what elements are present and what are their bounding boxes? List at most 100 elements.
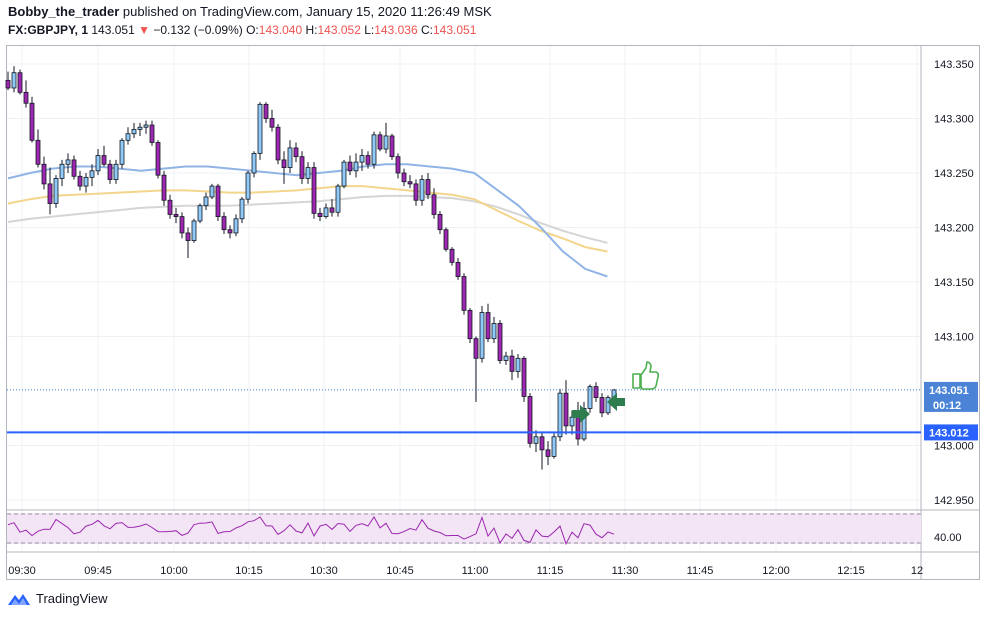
candle-body [527, 396, 533, 444]
candle-body [443, 229, 449, 250]
candle-body [29, 102, 35, 141]
candle-body [545, 449, 551, 457]
candle-body [365, 155, 371, 165]
candle-body [113, 163, 119, 180]
ma-gray-line [7, 194, 608, 244]
candle-body [125, 133, 131, 141]
candle-body [221, 216, 227, 231]
rsi-tick-label: 40.00 [934, 532, 962, 544]
candle-body [149, 124, 155, 143]
thumbs-up-icon [632, 361, 660, 390]
price-tick-label: 142.950 [934, 495, 974, 507]
candle-body [347, 161, 353, 172]
time-tick-label: 11:45 [687, 565, 714, 577]
candle-body [557, 392, 563, 438]
candle-body [203, 196, 209, 207]
time-tick-label: 12:00 [762, 565, 790, 577]
candle-body [563, 392, 569, 427]
rsi-pane [7, 513, 921, 546]
support-price-tag-label: 143.012 [929, 427, 969, 439]
high-value: 143.052 [317, 23, 361, 37]
candle-body [413, 183, 419, 201]
candle-body [131, 128, 137, 135]
time-tick-label: 10:30 [310, 565, 338, 577]
candle-body [491, 323, 497, 340]
candle-body [215, 185, 221, 218]
candle-body [509, 355, 515, 372]
candle-body [425, 179, 431, 196]
down-triangle-icon: ▼ [138, 23, 150, 37]
rsi-line [7, 515, 615, 546]
candle-body [257, 103, 263, 154]
price-axis: 143.350 143.300 143.250 143.200 143.150 143.1… [934, 59, 974, 544]
candle-body [209, 185, 215, 198]
candle-body [119, 139, 125, 165]
candle-body [371, 134, 377, 165]
candles [5, 66, 617, 470]
symbol-label[interactable]: FX:GBPJPY, 1 [8, 23, 89, 37]
time-tick-label: 10:00 [160, 565, 188, 577]
candle-body [83, 176, 89, 187]
annotations [572, 361, 660, 423]
brand-name[interactable]: TradingView [36, 591, 108, 606]
candle-body [569, 416, 575, 427]
candle-body [197, 205, 203, 222]
chart-frame[interactable] [6, 45, 980, 580]
candle-body [461, 276, 467, 311]
time-tick-label: 11:30 [612, 565, 639, 577]
ma-orange-line [7, 185, 608, 253]
candle-body [185, 232, 191, 241]
candle-body [419, 179, 425, 201]
candle-body [311, 167, 317, 214]
time-tick-label: 12:15 [837, 565, 865, 577]
symbol-line: FX:GBPJPY, 1 143.051 ▼ −0.132 (−0.09%) O… [8, 23, 476, 37]
close-label: C: [420, 23, 433, 37]
candle-body [11, 72, 17, 89]
price-tick-label: 143.150 [934, 277, 974, 289]
candle-body [383, 135, 389, 150]
candle-body [65, 159, 71, 165]
candle-body [227, 229, 233, 234]
price-tick-label: 143.000 [934, 441, 974, 453]
candle-body [191, 220, 197, 241]
chart-grid [7, 46, 980, 580]
candle-body [89, 170, 95, 178]
candle-body [455, 261, 461, 277]
candle-body [299, 156, 305, 179]
price-levels: 143.051 00:12 143.012 [7, 381, 978, 441]
candle-body [281, 159, 287, 168]
candle-body [359, 155, 365, 163]
candle-body [179, 216, 185, 234]
candle-body [467, 309, 473, 340]
candle-body [287, 147, 293, 168]
candle-body [401, 172, 407, 183]
candle-body [155, 142, 161, 176]
candle-body [581, 408, 587, 440]
candle-body [353, 161, 359, 172]
tradingview-logo-icon[interactable] [8, 592, 30, 606]
close-value: 143.051 [432, 23, 477, 37]
candle-body [23, 91, 29, 104]
candle-body [293, 147, 299, 158]
publish-line: Bobby_the_trader published on TradingVie… [8, 4, 492, 19]
countdown-label: 00:12 [933, 400, 961, 412]
published-text: published on TradingView.com, January 15… [122, 4, 492, 19]
price-tick-label: 143.300 [934, 114, 974, 126]
time-tick-label: 10:45 [386, 565, 414, 577]
candle-body [59, 163, 65, 179]
candle-body [107, 163, 113, 180]
candle-body [335, 185, 341, 213]
price-tick-label: 143.250 [934, 168, 974, 180]
time-tick-label: 12 [911, 565, 923, 577]
candle-body [449, 248, 455, 263]
candle-body [389, 135, 395, 158]
candle-body [479, 312, 485, 359]
candle-body [101, 155, 107, 165]
time-tick-label: 11:15 [537, 565, 564, 577]
candle-body [599, 397, 605, 414]
candle-body [539, 436, 545, 451]
open-label: O: [246, 23, 259, 37]
candle-body [305, 167, 311, 179]
author-name[interactable]: Bobby_the_trader [8, 4, 120, 19]
